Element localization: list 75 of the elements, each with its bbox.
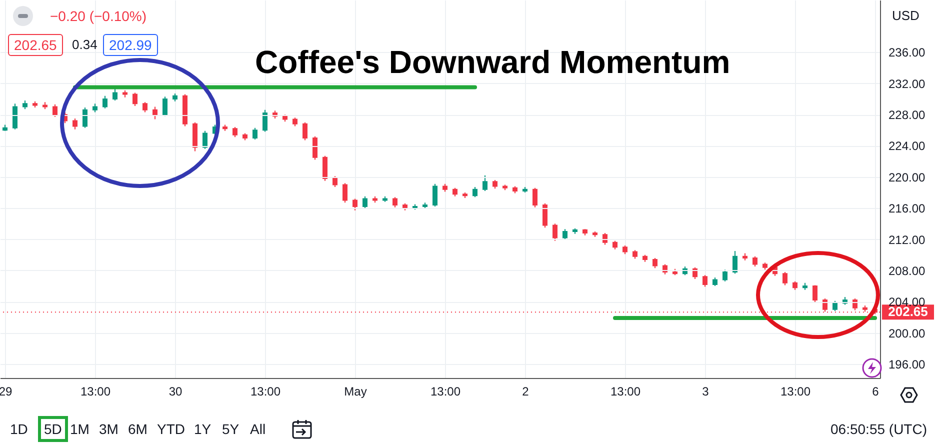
candlestick bbox=[602, 232, 608, 246]
x-tick-label: 13:00 bbox=[80, 384, 111, 398]
candlestick bbox=[302, 122, 308, 141]
annotation: 0.34 bbox=[72, 37, 98, 53]
x-tick-label: 30 bbox=[168, 384, 182, 398]
y-tick-label: 236.00 bbox=[888, 46, 926, 60]
candlestick bbox=[722, 269, 728, 282]
candlestick bbox=[342, 182, 348, 204]
candlestick bbox=[322, 155, 328, 182]
candlestick bbox=[472, 186, 478, 198]
annotation: 202.99 bbox=[103, 34, 158, 56]
candlestick bbox=[652, 257, 658, 269]
text: 3M bbox=[99, 421, 118, 437]
candlestick bbox=[202, 130, 208, 150]
y-tick-label: 208.00 bbox=[888, 264, 926, 278]
candlestick bbox=[232, 126, 238, 138]
candlestick bbox=[562, 228, 568, 240]
x-tick-label: 3 bbox=[702, 384, 710, 398]
text: 1M bbox=[70, 421, 90, 437]
candlestick bbox=[132, 92, 138, 106]
candlestick bbox=[112, 88, 118, 102]
candlestick bbox=[102, 95, 108, 109]
candlestick bbox=[552, 223, 558, 242]
candlestick bbox=[152, 106, 158, 120]
candlestick bbox=[262, 109, 268, 132]
text: 1Y bbox=[194, 421, 212, 437]
text: 6M bbox=[128, 421, 148, 437]
text: USD bbox=[892, 8, 920, 24]
candlestick bbox=[352, 198, 358, 211]
candlestick bbox=[542, 202, 548, 228]
y-tick-label: 232.00 bbox=[888, 76, 926, 91]
candlestick bbox=[702, 274, 708, 288]
y-tick-label: 224.00 bbox=[888, 139, 926, 154]
text: YTD bbox=[157, 421, 185, 437]
candlestick bbox=[832, 300, 838, 312]
candlestick bbox=[752, 256, 758, 268]
candlestick bbox=[252, 127, 258, 140]
y-tick-label: 200.00 bbox=[888, 326, 926, 340]
x-tick-label: 6 bbox=[872, 384, 880, 398]
candlestick bbox=[312, 136, 318, 160]
annotation: 202.65 bbox=[8, 34, 63, 56]
y-tick-label: 196.00 bbox=[888, 357, 926, 372]
candlestick bbox=[362, 196, 368, 209]
x-tick-label: 2 bbox=[522, 384, 530, 398]
candlestick bbox=[432, 183, 438, 208]
annotation: −0.20 (−0.10%) bbox=[50, 8, 147, 24]
candlestick bbox=[732, 250, 738, 274]
x-tick-label: 13:00 bbox=[610, 384, 641, 398]
candlestick bbox=[812, 284, 818, 303]
text: Coffee's Downward Momentum bbox=[255, 44, 730, 80]
y-tick-label: 212.00 bbox=[888, 232, 926, 247]
candlestick bbox=[142, 102, 148, 113]
candlestick bbox=[72, 118, 78, 130]
text: 5D bbox=[38, 416, 68, 442]
text: 1D bbox=[10, 421, 28, 437]
text: 06:50:55 (UTC) bbox=[830, 421, 927, 437]
candlestick bbox=[532, 187, 538, 208]
text: 5Y bbox=[222, 421, 240, 437]
x-tick-label: May bbox=[344, 384, 367, 398]
x-tick-label: 13:00 bbox=[250, 384, 281, 398]
y-tick-label: 220.00 bbox=[888, 170, 926, 184]
text: All bbox=[250, 421, 266, 437]
y-tick-label: 216.00 bbox=[888, 202, 926, 216]
candlestick bbox=[52, 104, 58, 118]
y-tick-label: 228.00 bbox=[888, 108, 926, 122]
candlestick bbox=[82, 107, 88, 128]
candlestick bbox=[162, 96, 168, 117]
x-tick-label: 13:00 bbox=[780, 384, 811, 398]
x-tick-label: 13:00 bbox=[430, 384, 461, 398]
candlestick bbox=[12, 103, 18, 130]
candlestick bbox=[392, 196, 398, 208]
candlestick bbox=[482, 174, 488, 192]
candlestick bbox=[192, 122, 198, 152]
candlestick bbox=[782, 272, 788, 286]
candlestick bbox=[332, 176, 338, 188]
